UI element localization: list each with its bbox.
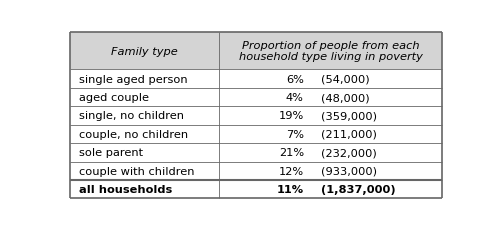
Bar — [70, 107, 219, 125]
Text: 21%: 21% — [278, 148, 304, 158]
Text: 4%: 4% — [286, 93, 304, 103]
Text: 11%: 11% — [276, 184, 304, 194]
Text: (54,000): (54,000) — [321, 74, 370, 84]
Text: Proportion of people from each
household type living in poverty: Proportion of people from each household… — [238, 41, 422, 62]
Text: 19%: 19% — [278, 111, 304, 121]
Text: single aged person: single aged person — [79, 74, 188, 84]
Bar — [70, 180, 219, 199]
Bar — [70, 88, 219, 107]
Text: aged couple: aged couple — [79, 93, 149, 103]
Bar — [219, 70, 442, 88]
Bar — [219, 125, 442, 143]
Text: 7%: 7% — [286, 129, 304, 139]
Text: single, no children: single, no children — [79, 111, 184, 121]
Bar — [70, 125, 219, 143]
Bar — [219, 33, 442, 70]
Text: (48,000): (48,000) — [321, 93, 370, 103]
Bar — [219, 88, 442, 107]
Bar — [70, 33, 219, 70]
Text: (359,000): (359,000) — [321, 111, 377, 121]
Text: 6%: 6% — [286, 74, 304, 84]
Bar — [219, 162, 442, 180]
Text: 12%: 12% — [278, 166, 304, 176]
Text: Family type: Family type — [112, 46, 178, 56]
Text: sole parent: sole parent — [79, 148, 144, 158]
Bar — [70, 162, 219, 180]
Text: (232,000): (232,000) — [321, 148, 377, 158]
Text: (211,000): (211,000) — [321, 129, 377, 139]
Text: (933,000): (933,000) — [321, 166, 377, 176]
Bar — [219, 180, 442, 199]
Text: couple with children: couple with children — [79, 166, 194, 176]
Bar — [70, 143, 219, 162]
Text: couple, no children: couple, no children — [79, 129, 188, 139]
Text: all households: all households — [79, 184, 172, 194]
Text: (1,837,000): (1,837,000) — [321, 184, 396, 194]
Bar — [70, 70, 219, 88]
Bar — [219, 107, 442, 125]
Bar — [219, 143, 442, 162]
